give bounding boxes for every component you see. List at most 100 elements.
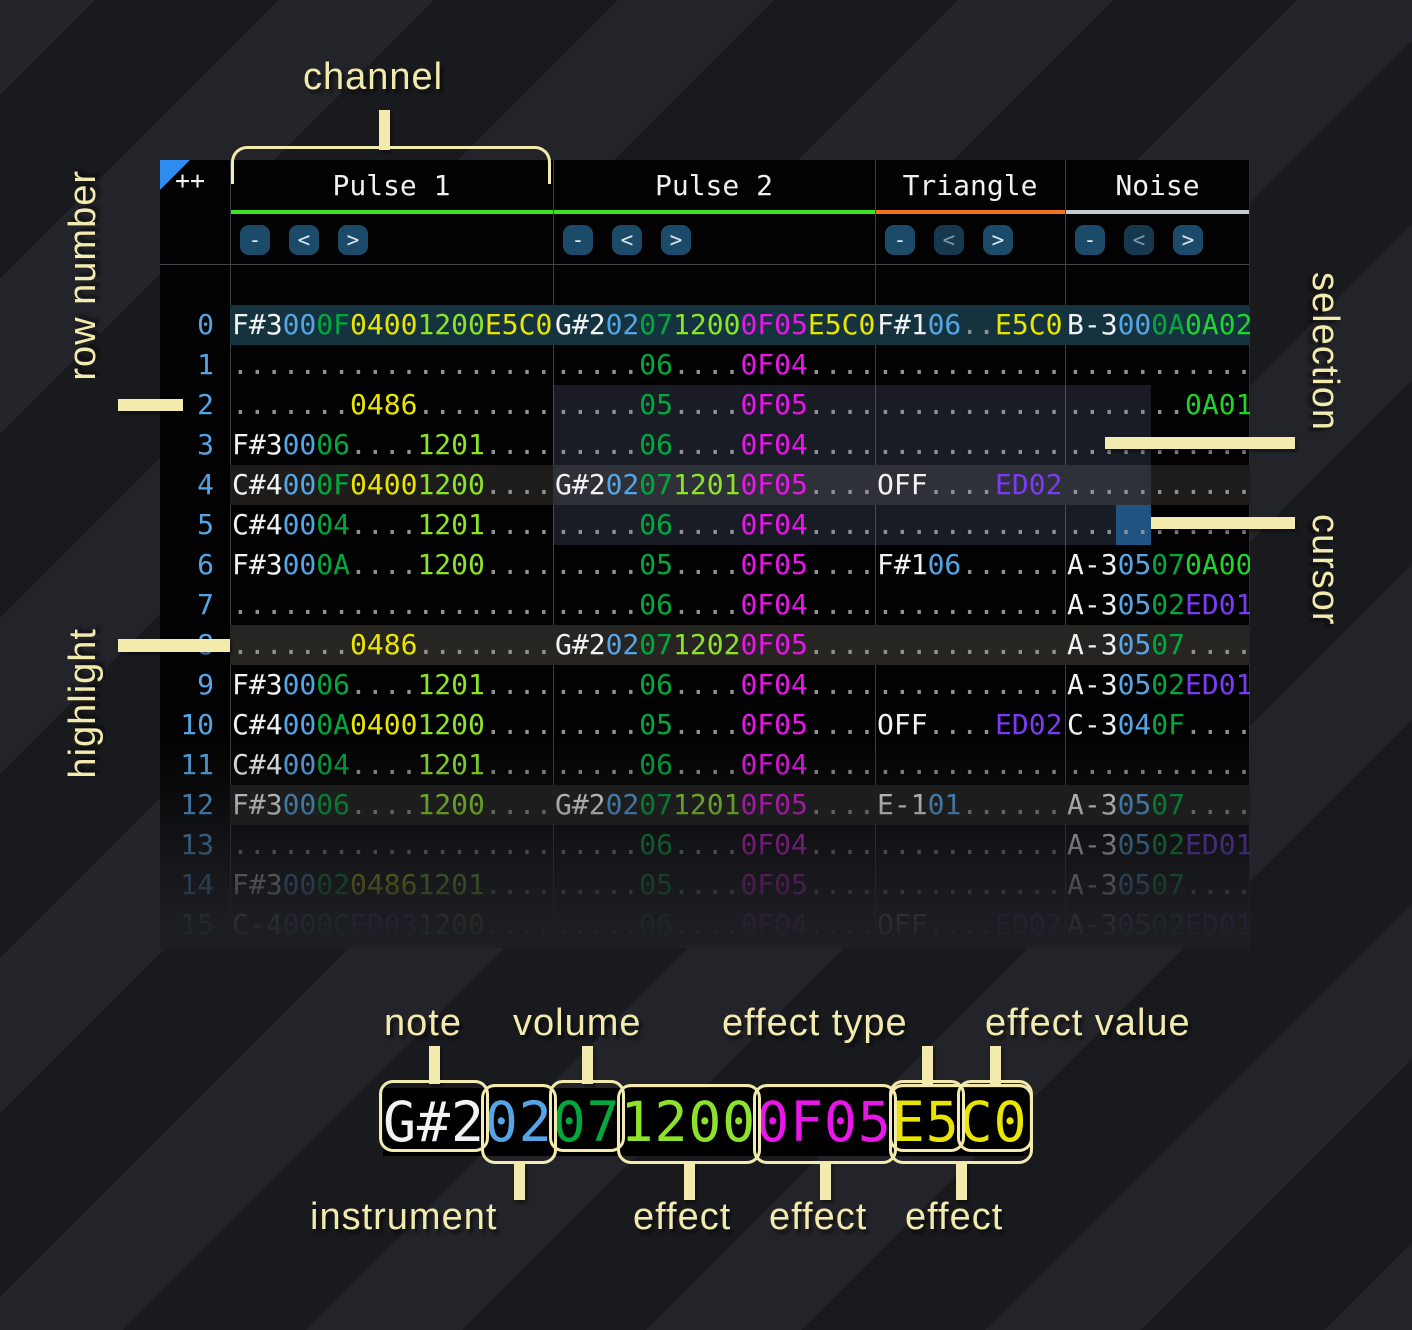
expand-button[interactable]: ++ bbox=[175, 166, 206, 195]
channel-column-pulse-2: Pulse 2 - < > bbox=[553, 160, 875, 264]
pattern-cell-pulse-2[interactable]: G#2020712010F05.... bbox=[553, 465, 875, 505]
channel-remove-button[interactable]: - bbox=[563, 225, 593, 255]
pattern-cell-pulse-2[interactable]: G#2020712000F05E5C0 bbox=[553, 305, 875, 345]
cell-segment-inst: 00 bbox=[282, 708, 317, 741]
pattern-cell-pulse-2[interactable]: G#2020712020F05.... bbox=[553, 625, 875, 665]
pattern-cell-pulse-2[interactable]: .....05....0F05.... bbox=[553, 865, 875, 905]
pattern-cell-pulse-2[interactable]: .....05....0F05.... bbox=[553, 385, 875, 425]
pattern-cell-triangle[interactable]: OFF....ED02 bbox=[875, 705, 1065, 745]
pattern-cell-triangle[interactable]: ........... bbox=[875, 585, 1065, 625]
pattern-cell-pulse-2[interactable]: .....06....0F04.... bbox=[553, 345, 875, 385]
pattern-cell-pulse-1[interactable]: C#4000F04001200.... bbox=[230, 465, 553, 505]
pattern-cell-noise[interactable]: ........... bbox=[1065, 465, 1250, 505]
pattern-cell-pulse-2[interactable]: .....06....0F04.... bbox=[553, 425, 875, 465]
cell-segment-vol: 02 bbox=[1151, 828, 1186, 861]
pattern-cell-triangle[interactable]: OFF....ED02 bbox=[875, 905, 1065, 945]
pattern-cell-noise[interactable]: A-30502ED01 bbox=[1065, 905, 1250, 945]
pattern-cell-pulse-1[interactable]: F#30006....1201.... bbox=[230, 665, 553, 705]
pattern-cell-pulse-1[interactable]: C#40004....1201.... bbox=[230, 745, 553, 785]
pattern-cell-pulse-1[interactable]: F#3000A....1200.... bbox=[230, 545, 553, 585]
pattern-cell-triangle[interactable]: ........... bbox=[875, 625, 1065, 665]
pattern-cell-triangle[interactable]: ........... bbox=[875, 825, 1065, 865]
pattern-cell-noise[interactable]: A-30502ED01 bbox=[1065, 665, 1250, 705]
channel-move-right-button[interactable]: > bbox=[661, 225, 691, 255]
cell-segment-vol: 06 bbox=[639, 748, 674, 781]
cell-segment-dim: .... bbox=[484, 788, 553, 821]
channel-move-left-button[interactable]: < bbox=[612, 225, 642, 255]
effect2-bracket bbox=[753, 1084, 897, 1164]
pattern-cell-triangle[interactable]: ........... bbox=[875, 425, 1065, 465]
cell-segment-note: E-1 bbox=[877, 788, 928, 821]
pattern-cell-pulse-2[interactable]: .....06....0F04.... bbox=[553, 505, 875, 545]
channel-move-left-button[interactable]: < bbox=[934, 225, 964, 255]
pattern-cell-pulse-1[interactable]: F#3000204861201.... bbox=[230, 865, 553, 905]
pattern-cell-noise[interactable]: ........... bbox=[1065, 745, 1250, 785]
pattern-cell-noise[interactable]: A-30507.... bbox=[1065, 625, 1250, 665]
channel-move-right-button[interactable]: > bbox=[1173, 225, 1203, 255]
channel-move-left-button[interactable]: < bbox=[289, 225, 319, 255]
pattern-cell-triangle[interactable]: ........... bbox=[875, 505, 1065, 545]
pattern-cell-pulse-2[interactable]: .....06....0F04.... bbox=[553, 905, 875, 945]
channel-move-right-button[interactable]: > bbox=[983, 225, 1013, 255]
pattern-cell-noise[interactable]: A-30502ED01 bbox=[1065, 585, 1250, 625]
pattern-cell-pulse-1[interactable]: ................... bbox=[230, 345, 553, 385]
cell-segment-dim: ................... bbox=[232, 588, 553, 621]
pattern-cell-noise[interactable]: ........... bbox=[1065, 345, 1250, 385]
pattern-cell-triangle[interactable]: F#106..E5C0 bbox=[875, 305, 1065, 345]
pattern-cell-triangle[interactable]: F#106...... bbox=[875, 545, 1065, 585]
channel-name-triangle[interactable]: Triangle bbox=[902, 168, 1038, 202]
cell-segment-note: G#2 bbox=[555, 788, 606, 821]
cell-segment-vol: 0F bbox=[316, 468, 351, 501]
pattern-cell-pulse-2[interactable]: .....06....0F04.... bbox=[553, 665, 875, 705]
channel-move-left-button[interactable]: < bbox=[1124, 225, 1154, 255]
pattern-cell-pulse-2[interactable]: G#2020712010F05.... bbox=[553, 785, 875, 825]
pattern-cell-pulse-1[interactable]: ................... bbox=[230, 585, 553, 625]
pattern-cell-noise[interactable]: C-3040F.... bbox=[1065, 705, 1250, 745]
pattern-cell-pulse-1[interactable]: F#30006....1200.... bbox=[230, 785, 553, 825]
pattern-cell-pulse-1[interactable]: C#40004....1201.... bbox=[230, 505, 553, 545]
pattern-cell-pulse-2[interactable]: .....06....0F04.... bbox=[553, 585, 875, 625]
channel-remove-button[interactable]: - bbox=[885, 225, 915, 255]
pattern-cell-triangle[interactable]: ........... bbox=[875, 345, 1065, 385]
pattern-cell-triangle[interactable]: ........... bbox=[875, 745, 1065, 785]
cell-segment-vol: 02 bbox=[1151, 668, 1186, 701]
cell-segment-dim: .... bbox=[673, 508, 741, 541]
pattern-cell-pulse-2[interactable]: .....06....0F04.... bbox=[553, 825, 875, 865]
cell-segment-dim: .... bbox=[673, 668, 741, 701]
pattern-cell-pulse-2[interactable]: .....05....0F05.... bbox=[553, 705, 875, 745]
pattern-cell-triangle[interactable]: ........... bbox=[875, 385, 1065, 425]
pattern-cell-noise[interactable]: A-30507.... bbox=[1065, 865, 1250, 905]
cell-segment-inst: 00 bbox=[282, 468, 317, 501]
pattern-cell-pulse-1[interactable]: .......0486........ bbox=[230, 385, 553, 425]
pattern-cell-noise[interactable]: B-3000A0A02 bbox=[1065, 305, 1250, 345]
cell-segment-fxY: 0400 bbox=[350, 708, 418, 741]
channel-name-pulse-1[interactable]: Pulse 1 bbox=[332, 168, 451, 202]
pattern-cell-triangle[interactable]: E-101...... bbox=[875, 785, 1065, 825]
pattern-cell-noise[interactable]: A-30507.... bbox=[1065, 785, 1250, 825]
channel-name-pulse-2[interactable]: Pulse 2 bbox=[654, 168, 773, 202]
pattern-cell-pulse-1[interactable]: ................... bbox=[230, 825, 553, 865]
channel-remove-button[interactable]: - bbox=[1075, 225, 1105, 255]
pattern-cell-noise[interactable]: .......0A01 bbox=[1065, 385, 1250, 425]
pattern-cell-triangle[interactable]: ........... bbox=[875, 665, 1065, 705]
pattern-cell-pulse-1[interactable]: C-4000CED031200.... bbox=[230, 905, 553, 945]
channel-name-noise[interactable]: Noise bbox=[1115, 168, 1200, 202]
pattern-cell-triangle[interactable]: OFF....ED02 bbox=[875, 465, 1065, 505]
pattern-cell-pulse-2[interactable]: .....05....0F05.... bbox=[553, 545, 875, 585]
cell-segment-inst: 05 bbox=[1117, 828, 1152, 861]
channel-move-right-button[interactable]: > bbox=[338, 225, 368, 255]
channel-remove-button[interactable]: - bbox=[240, 225, 270, 255]
pattern-cell-pulse-1[interactable]: .......0486........ bbox=[230, 625, 553, 665]
pattern-editor: ++ Pulse 1- < > Pulse 2- < > Triangle - < > Noise -… bbox=[160, 160, 1250, 948]
pattern-cell-noise[interactable]: A-30502ED01 bbox=[1065, 825, 1250, 865]
pattern-cell-pulse-1[interactable]: C#4000A04001200.... bbox=[230, 705, 553, 745]
row-number: 7 bbox=[160, 585, 230, 625]
pattern-cell-noise[interactable]: A-305070A00 bbox=[1065, 545, 1250, 585]
pattern-cell-pulse-1[interactable]: F#30006....1201.... bbox=[230, 425, 553, 465]
effect3-bracket bbox=[889, 1084, 1033, 1164]
pattern-cell-pulse-1[interactable]: F#3000F04001200E5C0 bbox=[230, 305, 553, 345]
cell-segment-dim: ........... bbox=[877, 348, 1063, 381]
pattern-cell-triangle[interactable]: ........... bbox=[875, 865, 1065, 905]
pattern-cell-pulse-2[interactable]: .....06....0F04.... bbox=[553, 745, 875, 785]
cell-segment-dim: .... bbox=[673, 428, 741, 461]
